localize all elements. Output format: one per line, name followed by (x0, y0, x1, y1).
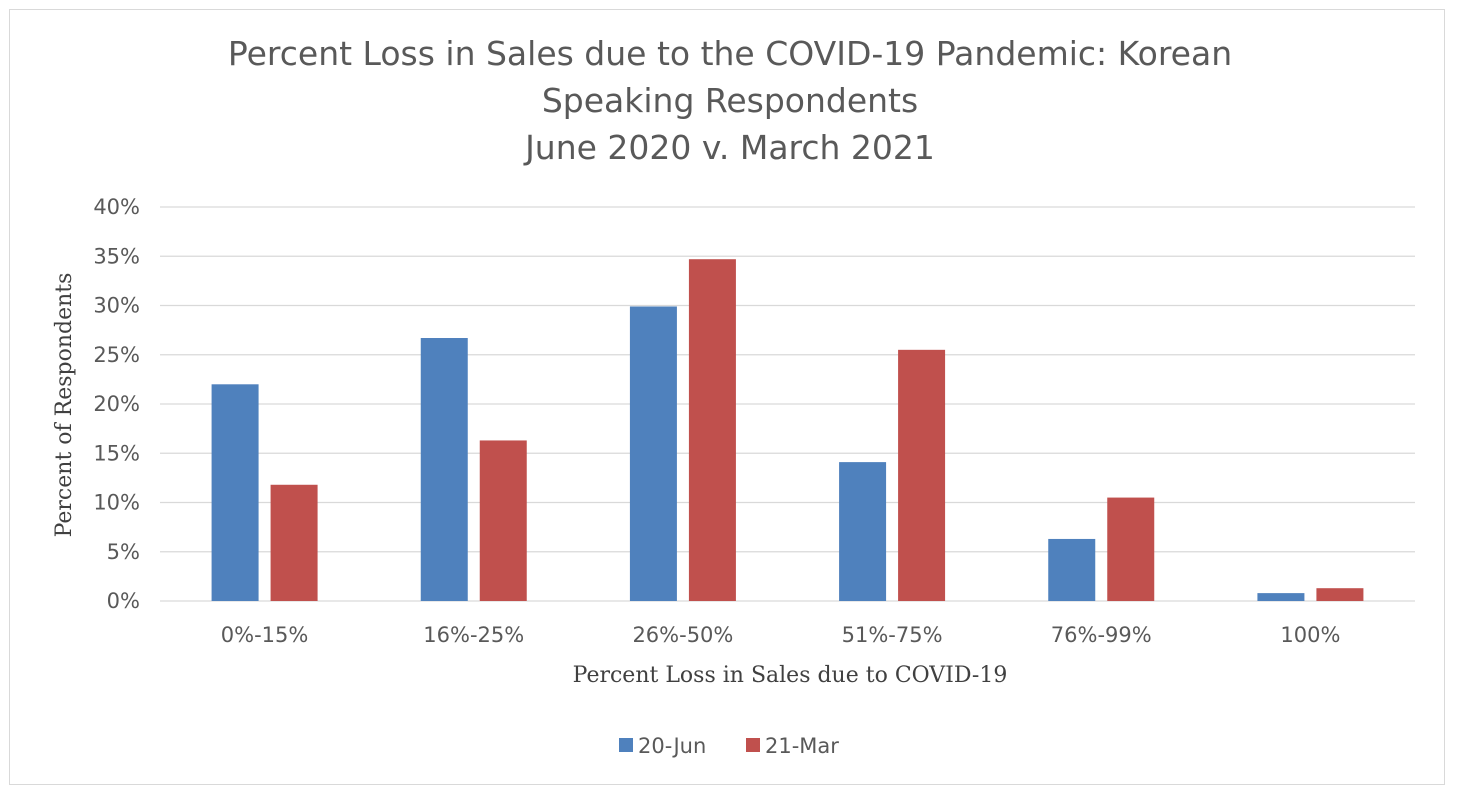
y-tick-label: 30% (93, 294, 140, 318)
y-tick-label: 20% (93, 392, 140, 416)
chart-title-line-3: June 2020 v. March 2021 (525, 128, 935, 167)
chart-title-line-1: Percent Loss in Sales due to the COVID-1… (227, 34, 1233, 73)
x-axis-title: Percent Loss in Sales due to COVID-19 (573, 663, 1008, 688)
bar (211, 384, 259, 601)
y-tick-label: 10% (93, 491, 140, 515)
bar (1316, 588, 1364, 601)
x-tick-label: 0%-15% (221, 623, 309, 647)
y-axis-title: Percent of Respondents (52, 273, 77, 538)
x-tick-label: 26%-50% (632, 623, 733, 647)
x-tick-label: 100% (1280, 623, 1340, 647)
y-tick-label: 5% (107, 540, 140, 564)
x-tick-label: 76%-99% (1051, 623, 1152, 647)
legend-label: 21-Mar (765, 734, 839, 758)
legend-swatch (746, 738, 760, 752)
y-tick-label: 40% (93, 195, 140, 219)
bars (211, 259, 1364, 601)
legend: 20-Jun 21-Mar (619, 734, 839, 758)
bar (1048, 538, 1096, 601)
bar (420, 338, 468, 601)
bar (1257, 593, 1305, 601)
legend-swatch (619, 738, 633, 752)
y-tick-label: 25% (93, 343, 140, 367)
gridlines (160, 206, 1415, 602)
bar (479, 440, 527, 601)
bar (898, 349, 946, 601)
y-tick-label: 15% (93, 441, 140, 465)
bar (688, 259, 736, 601)
legend-label: 20-Jun (638, 734, 706, 758)
y-tick-label: 0% (107, 589, 140, 613)
bar (270, 484, 318, 601)
y-tick-label: 35% (93, 244, 140, 268)
y-axis-ticks: 0% 5% 10% 15% 20% 25% 30% 35% 40% (93, 195, 140, 613)
x-tick-label: 16%-25% (423, 623, 524, 647)
bar (1107, 497, 1155, 601)
chart-title: Percent Loss in Sales due to the COVID-1… (150, 30, 1310, 171)
x-axis-ticks: 0%-15% 16%-25% 26%-50% 51%-75% 76%-99% 100% (221, 623, 1341, 647)
chart-title-line-2: Speaking Respondents (541, 81, 919, 120)
x-tick-label: 51%-75% (842, 623, 943, 647)
bar (839, 462, 887, 601)
bar (629, 306, 677, 601)
